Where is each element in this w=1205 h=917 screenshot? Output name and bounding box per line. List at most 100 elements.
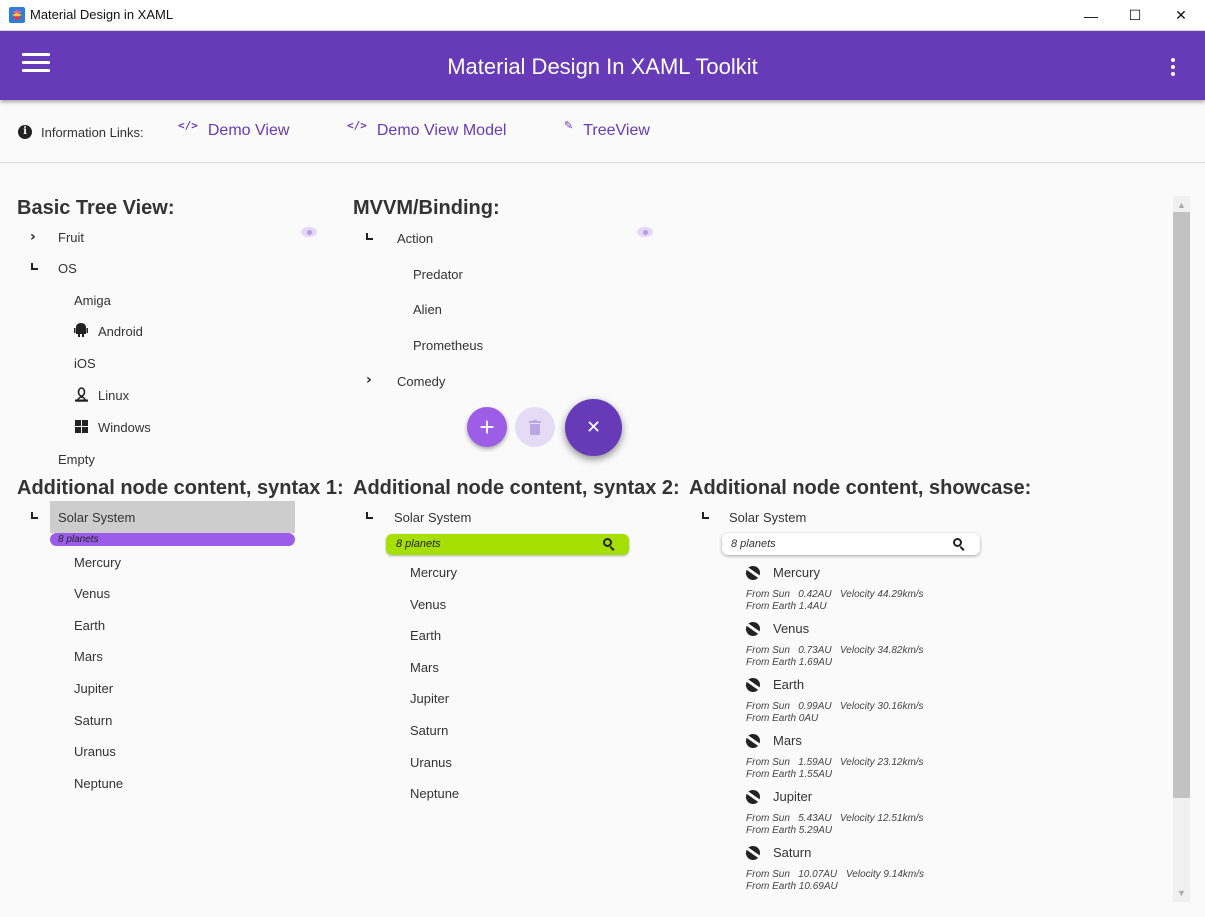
pencil-icon: ✎ xyxy=(564,119,574,132)
tree-item-amiga[interactable]: Amiga xyxy=(74,293,111,308)
close-fab-button[interactable]: ✕ xyxy=(565,399,622,456)
expanded-arrow-icon[interactable] xyxy=(366,512,373,519)
link-label: Demo View Model xyxy=(376,122,507,139)
expanded-arrow-icon[interactable] xyxy=(366,233,373,240)
tree-item-planet[interactable]: Venus xyxy=(74,586,111,601)
tree-item-empty[interactable]: Empty xyxy=(58,452,95,467)
tree-item-fruit[interactable]: Fruit xyxy=(58,230,84,245)
window-title-bar xyxy=(0,0,1205,31)
link-treeview[interactable]: ✎ TreeView xyxy=(564,119,650,140)
page-title: Material Design In XAML Toolkit xyxy=(447,54,758,79)
tree-item-planet[interactable]: Jupiter xyxy=(410,691,450,706)
minimize-button[interactable]: — xyxy=(1068,0,1114,31)
information-links-label: Information Links: xyxy=(41,125,144,140)
link-demo-view[interactable]: </> Demo View xyxy=(178,119,290,140)
tree-item-predator[interactable]: Predator xyxy=(413,267,463,282)
planet-from-sun: From Sun 1.59AU xyxy=(746,757,832,768)
tree-item-comedy[interactable]: Comedy xyxy=(397,374,446,389)
planet-name[interactable]: Mercury xyxy=(773,565,820,580)
link-demo-view-model[interactable]: </> Demo View Model xyxy=(347,119,507,140)
planet-name[interactable]: Saturn xyxy=(773,845,812,860)
tree-item-android[interactable]: Android xyxy=(98,324,143,339)
planet-from-sun: From Sun 0.99AU xyxy=(746,701,832,712)
badge-label: 8 planets xyxy=(731,538,776,550)
expanded-arrow-icon[interactable] xyxy=(702,512,709,519)
planet-from-earth: From Earth 5.29AU xyxy=(746,825,833,836)
chevron-right-icon[interactable]: › xyxy=(366,372,372,388)
tree-item-alien[interactable]: Alien xyxy=(413,302,442,317)
app-logo-icon xyxy=(9,7,25,23)
tree-item-windows[interactable]: Windows xyxy=(98,420,151,435)
search-icon[interactable] xyxy=(953,538,965,551)
tree-item-planet[interactable]: Mercury xyxy=(74,555,121,570)
scrollbar-thumb[interactable] xyxy=(1173,212,1190,798)
chevron-right-icon[interactable]: › xyxy=(30,229,36,245)
tree-item-ios[interactable]: iOS xyxy=(74,356,96,371)
tree-item-planet[interactable]: Saturn xyxy=(410,723,449,738)
tree-item-planet[interactable]: Mars xyxy=(410,660,439,675)
close-window-button[interactable]: ✕ xyxy=(1158,0,1204,31)
planet-from-earth: From Earth 1.55AU xyxy=(746,769,833,780)
planet-icon xyxy=(746,846,760,860)
planet-from-earth: From Earth 10.69AU xyxy=(746,881,838,892)
search-icon[interactable] xyxy=(603,538,615,551)
planet-velocity: Velocity 30.16km/s xyxy=(840,701,924,712)
eye-toggle-icon[interactable] xyxy=(301,227,317,237)
syntax1-heading: Additional node content, syntax 1: xyxy=(17,477,344,499)
windows-icon xyxy=(75,420,88,437)
minimize-icon: — xyxy=(1084,7,1098,24)
tree-item-os[interactable]: OS xyxy=(58,261,77,276)
tree-item-solar-system[interactable]: Solar System xyxy=(58,510,136,525)
tree-item-planet[interactable]: Neptune xyxy=(410,786,460,801)
link-label: TreeView xyxy=(583,122,650,139)
planets-badge: 8 planets xyxy=(50,533,295,546)
planet-name[interactable]: Mars xyxy=(773,733,802,748)
delete-button[interactable] xyxy=(515,407,555,447)
add-button[interactable]: + xyxy=(467,407,507,447)
selected-tree-item[interactable] xyxy=(50,501,295,533)
tree-item-linux[interactable]: Linux xyxy=(98,388,130,403)
tree-item-planet[interactable]: Mercury xyxy=(410,565,457,580)
eye-toggle-icon[interactable] xyxy=(637,227,653,237)
tree-item-planet[interactable]: Venus xyxy=(410,597,447,612)
tree-item-planet[interactable]: Earth xyxy=(74,618,106,633)
tree-item-planet[interactable]: Earth xyxy=(410,628,442,643)
tree-item-action[interactable]: Action xyxy=(397,231,434,246)
scroll-down-icon[interactable]: ▼ xyxy=(1177,888,1186,898)
link-label: Demo View xyxy=(207,122,290,139)
basic-tree-heading: Basic Tree View: xyxy=(17,197,175,219)
tree-item-planet[interactable]: Saturn xyxy=(74,713,113,728)
mvvm-heading: MVVM/Binding: xyxy=(353,197,500,219)
planet-name[interactable]: Venus xyxy=(773,621,810,636)
information-icon: i xyxy=(18,125,32,139)
scroll-up-icon[interactable]: ▲ xyxy=(1177,200,1186,210)
tree-item-planet[interactable]: Jupiter xyxy=(74,681,114,696)
planet-icon xyxy=(746,790,760,804)
tree-item-planet[interactable]: Neptune xyxy=(74,776,124,791)
tree-item-planet[interactable]: Mars xyxy=(74,649,103,664)
code-tags-icon: </> xyxy=(347,119,367,132)
planet-name[interactable]: Jupiter xyxy=(773,789,813,804)
planets-badge: 8 planets xyxy=(386,534,629,555)
tree-item-planet[interactable]: Uranus xyxy=(74,744,116,759)
android-icon xyxy=(74,323,88,342)
planet-icon xyxy=(746,566,760,580)
code-tags-icon: </> xyxy=(178,119,198,132)
planet-velocity: Velocity 44.29km/s xyxy=(840,589,924,600)
planet-velocity: Velocity 12.51km/s xyxy=(840,813,924,824)
planet-from-earth: From Earth 1.4AU xyxy=(746,601,827,612)
expanded-arrow-icon[interactable] xyxy=(31,263,38,270)
tree-item-planet[interactable]: Uranus xyxy=(410,755,452,770)
planet-velocity: Velocity 34.82km/s xyxy=(840,645,924,656)
planet-name[interactable]: Earth xyxy=(773,677,805,692)
expanded-arrow-icon[interactable] xyxy=(31,512,38,519)
planet-from-sun: From Sun 0.42AU xyxy=(746,589,832,600)
maximize-button[interactable]: ☐ xyxy=(1112,0,1158,31)
planet-icon xyxy=(746,678,760,692)
hamburger-menu-icon[interactable] xyxy=(22,53,50,75)
tree-item-prometheus[interactable]: Prometheus xyxy=(413,338,484,353)
dots-vertical-icon[interactable] xyxy=(1166,58,1180,80)
tree-item-solar-system[interactable]: Solar System xyxy=(394,510,472,525)
planet-from-sun: From Sun 0.73AU xyxy=(746,645,832,656)
tree-item-solar-system[interactable]: Solar System xyxy=(729,510,807,525)
